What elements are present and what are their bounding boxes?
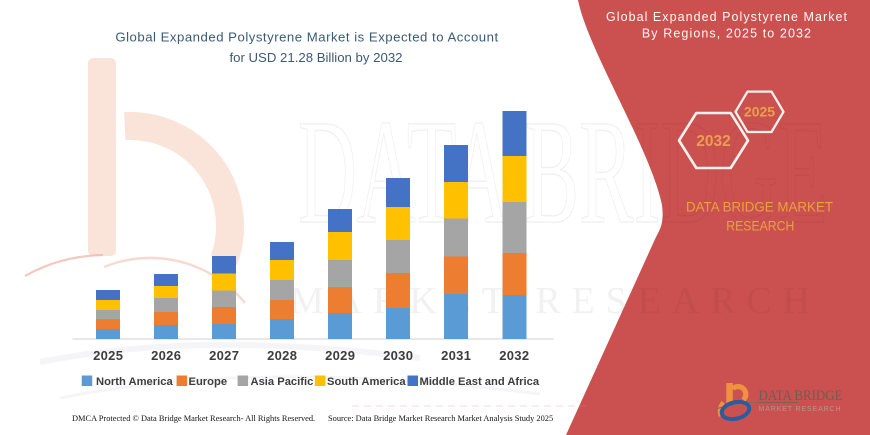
svg-text:Middle East and Africa: Middle East and Africa	[420, 376, 540, 388]
svg-text:2028: 2028	[267, 348, 297, 363]
svg-text:for USD 21.28 Billion by 2032: for USD 21.28 Billion by 2032	[229, 50, 402, 65]
svg-text:RESEARCH: RESEARCH	[726, 217, 794, 233]
svg-text:DATA BRIDGE MARKET: DATA BRIDGE MARKET	[686, 199, 833, 215]
svg-text:South America: South America	[327, 376, 406, 388]
svg-text:Global Expanded Polystyrene Ma: Global Expanded Polystyrene Market is Ex…	[115, 30, 498, 45]
svg-text:Asia Pacific: Asia Pacific	[251, 376, 314, 388]
svg-text:MARKET RESEARCH: MARKET RESEARCH	[759, 406, 843, 413]
svg-text:2030: 2030	[383, 348, 413, 363]
svg-text:2027: 2027	[209, 348, 239, 363]
svg-text:North America: North America	[96, 376, 173, 388]
svg-text:2025: 2025	[93, 348, 123, 363]
svg-text:By Regions, 2025 to 2032: By Regions, 2025 to 2032	[642, 26, 812, 40]
svg-text:2032: 2032	[499, 348, 529, 363]
svg-text:DMCA Protected © Data Bridge M: DMCA Protected © Data Bridge Market Rese…	[72, 414, 315, 423]
svg-text:Europe: Europe	[189, 376, 228, 388]
svg-text:Source: Data Bridge Market Res: Source: Data Bridge Market Research Mark…	[328, 414, 553, 423]
svg-text:2032: 2032	[696, 133, 730, 150]
svg-text:2025: 2025	[744, 104, 775, 120]
svg-text:2031: 2031	[441, 348, 471, 363]
svg-text:2029: 2029	[325, 348, 355, 363]
svg-text:Global Expanded Polystyrene Ma: Global Expanded Polystyrene Market	[606, 10, 848, 24]
svg-text:DATA BRIDGE: DATA BRIDGE	[759, 388, 843, 404]
svg-text:2026: 2026	[151, 348, 181, 363]
